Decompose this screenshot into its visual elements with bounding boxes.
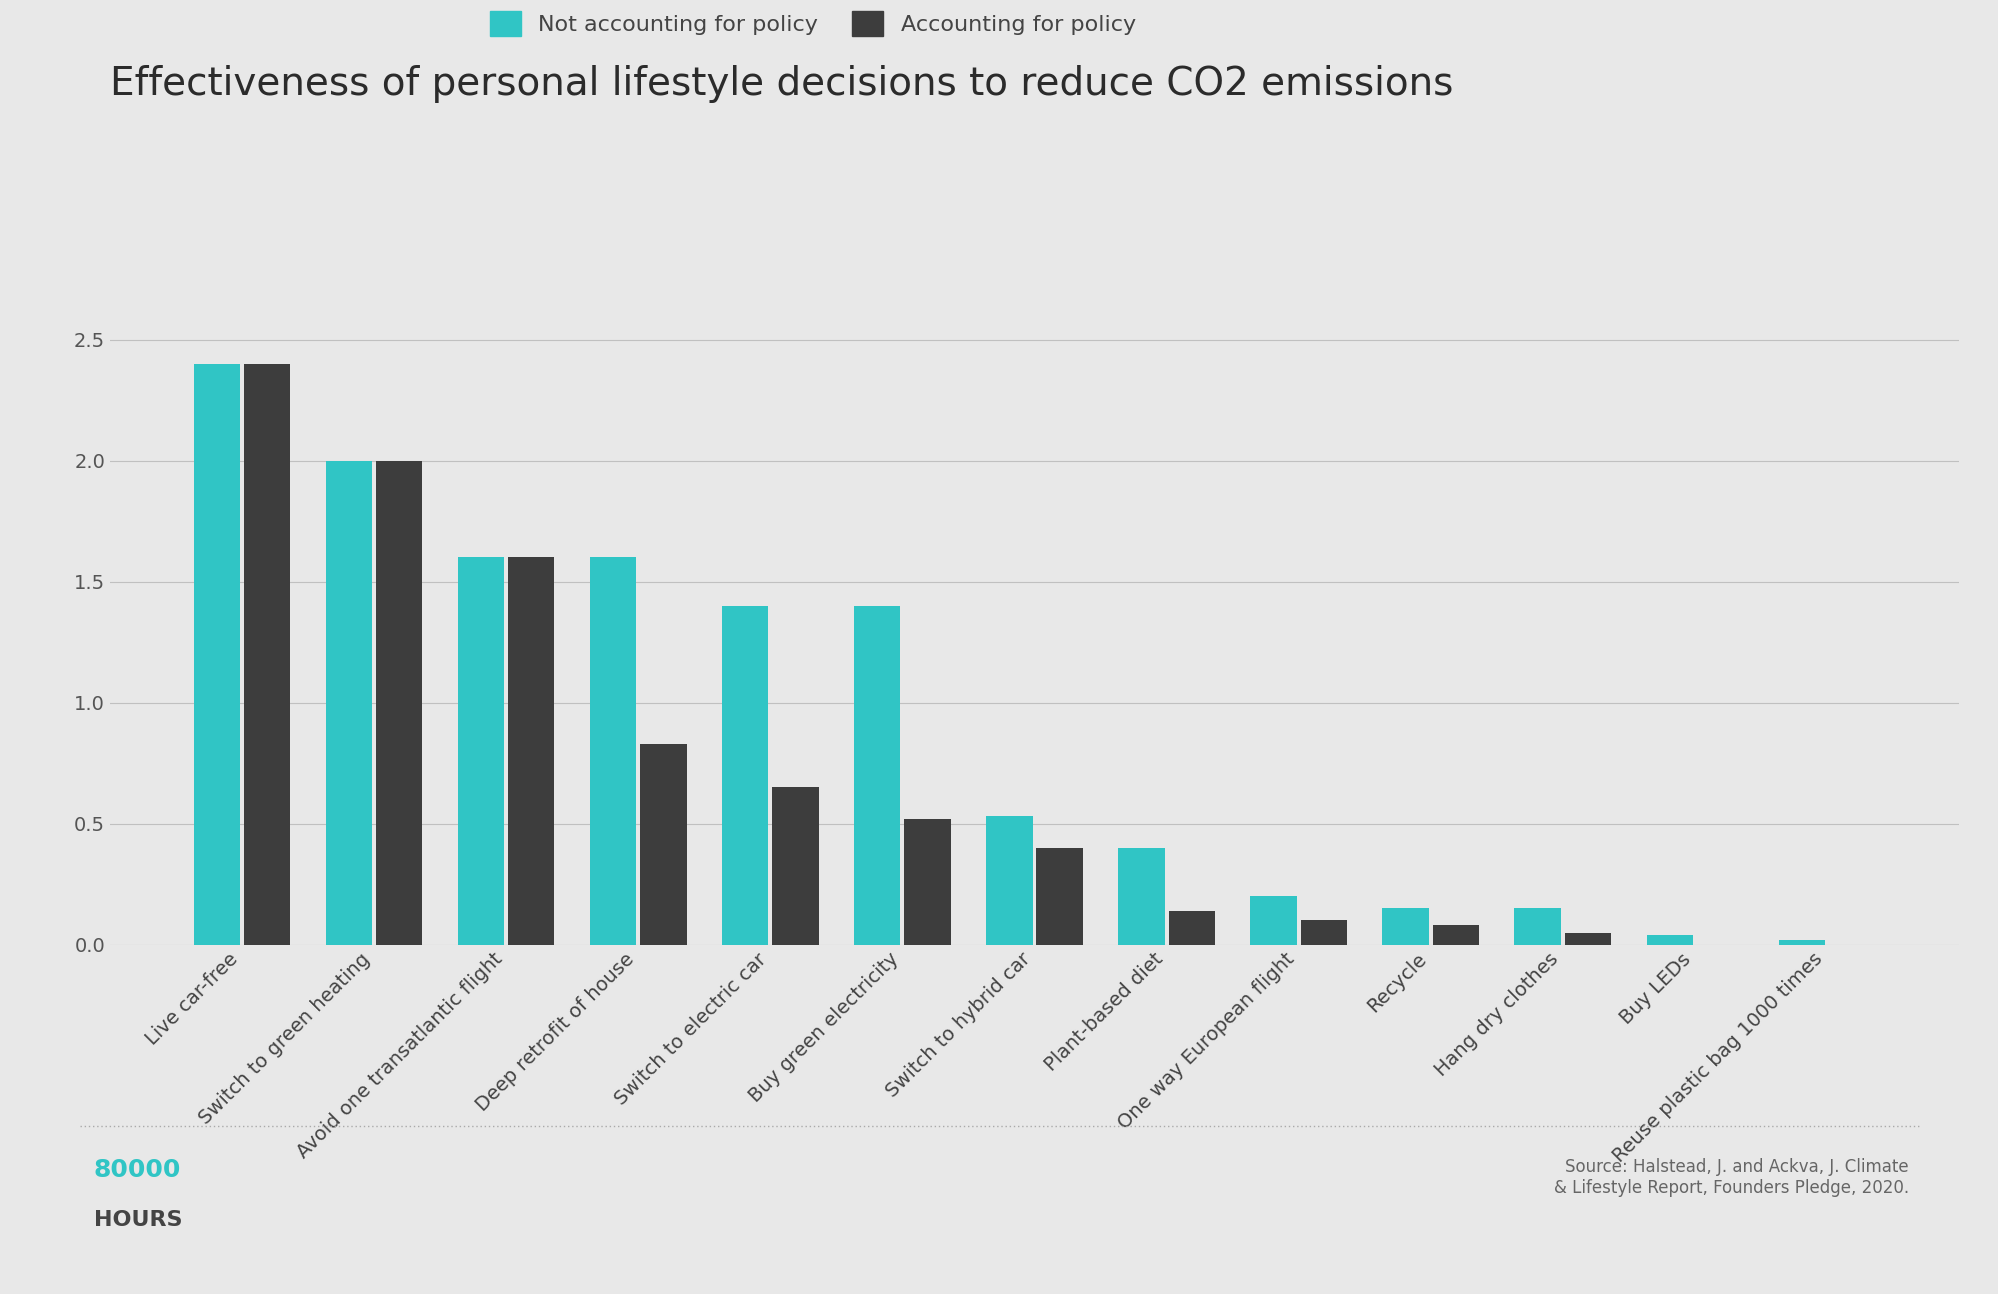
Bar	[1564, 933, 1610, 945]
Bar	[589, 558, 635, 945]
Bar	[1383, 908, 1429, 945]
Bar	[458, 558, 503, 945]
Text: Effectiveness of personal lifestyle decisions to reduce CO2 emissions: Effectiveness of personal lifestyle deci…	[110, 65, 1453, 102]
Text: 80000: 80000	[94, 1158, 182, 1183]
Bar	[1778, 939, 1824, 945]
Bar	[1301, 920, 1347, 945]
Bar	[903, 819, 951, 945]
Bar	[721, 606, 767, 945]
Bar	[1035, 848, 1083, 945]
Legend: Not accounting for policy, Accounting for policy: Not accounting for policy, Accounting fo…	[478, 0, 1147, 47]
Bar	[771, 787, 817, 945]
Text: Source: Halstead, J. and Ackva, J. Climate
& Lifestyle Report, Founders Pledge, : Source: Halstead, J. and Ackva, J. Clima…	[1552, 1158, 1908, 1197]
Bar	[1169, 911, 1215, 945]
Bar	[1514, 908, 1560, 945]
Bar	[639, 744, 685, 945]
Bar	[853, 606, 899, 945]
Bar	[1251, 897, 1297, 945]
Text: HOURS: HOURS	[94, 1210, 182, 1229]
Bar	[376, 461, 422, 945]
Bar	[326, 461, 372, 945]
Bar	[1646, 936, 1692, 945]
Bar	[507, 558, 553, 945]
Bar	[194, 364, 240, 945]
Bar	[985, 817, 1033, 945]
Bar	[1117, 848, 1165, 945]
Bar	[1433, 925, 1479, 945]
Bar	[244, 364, 290, 945]
